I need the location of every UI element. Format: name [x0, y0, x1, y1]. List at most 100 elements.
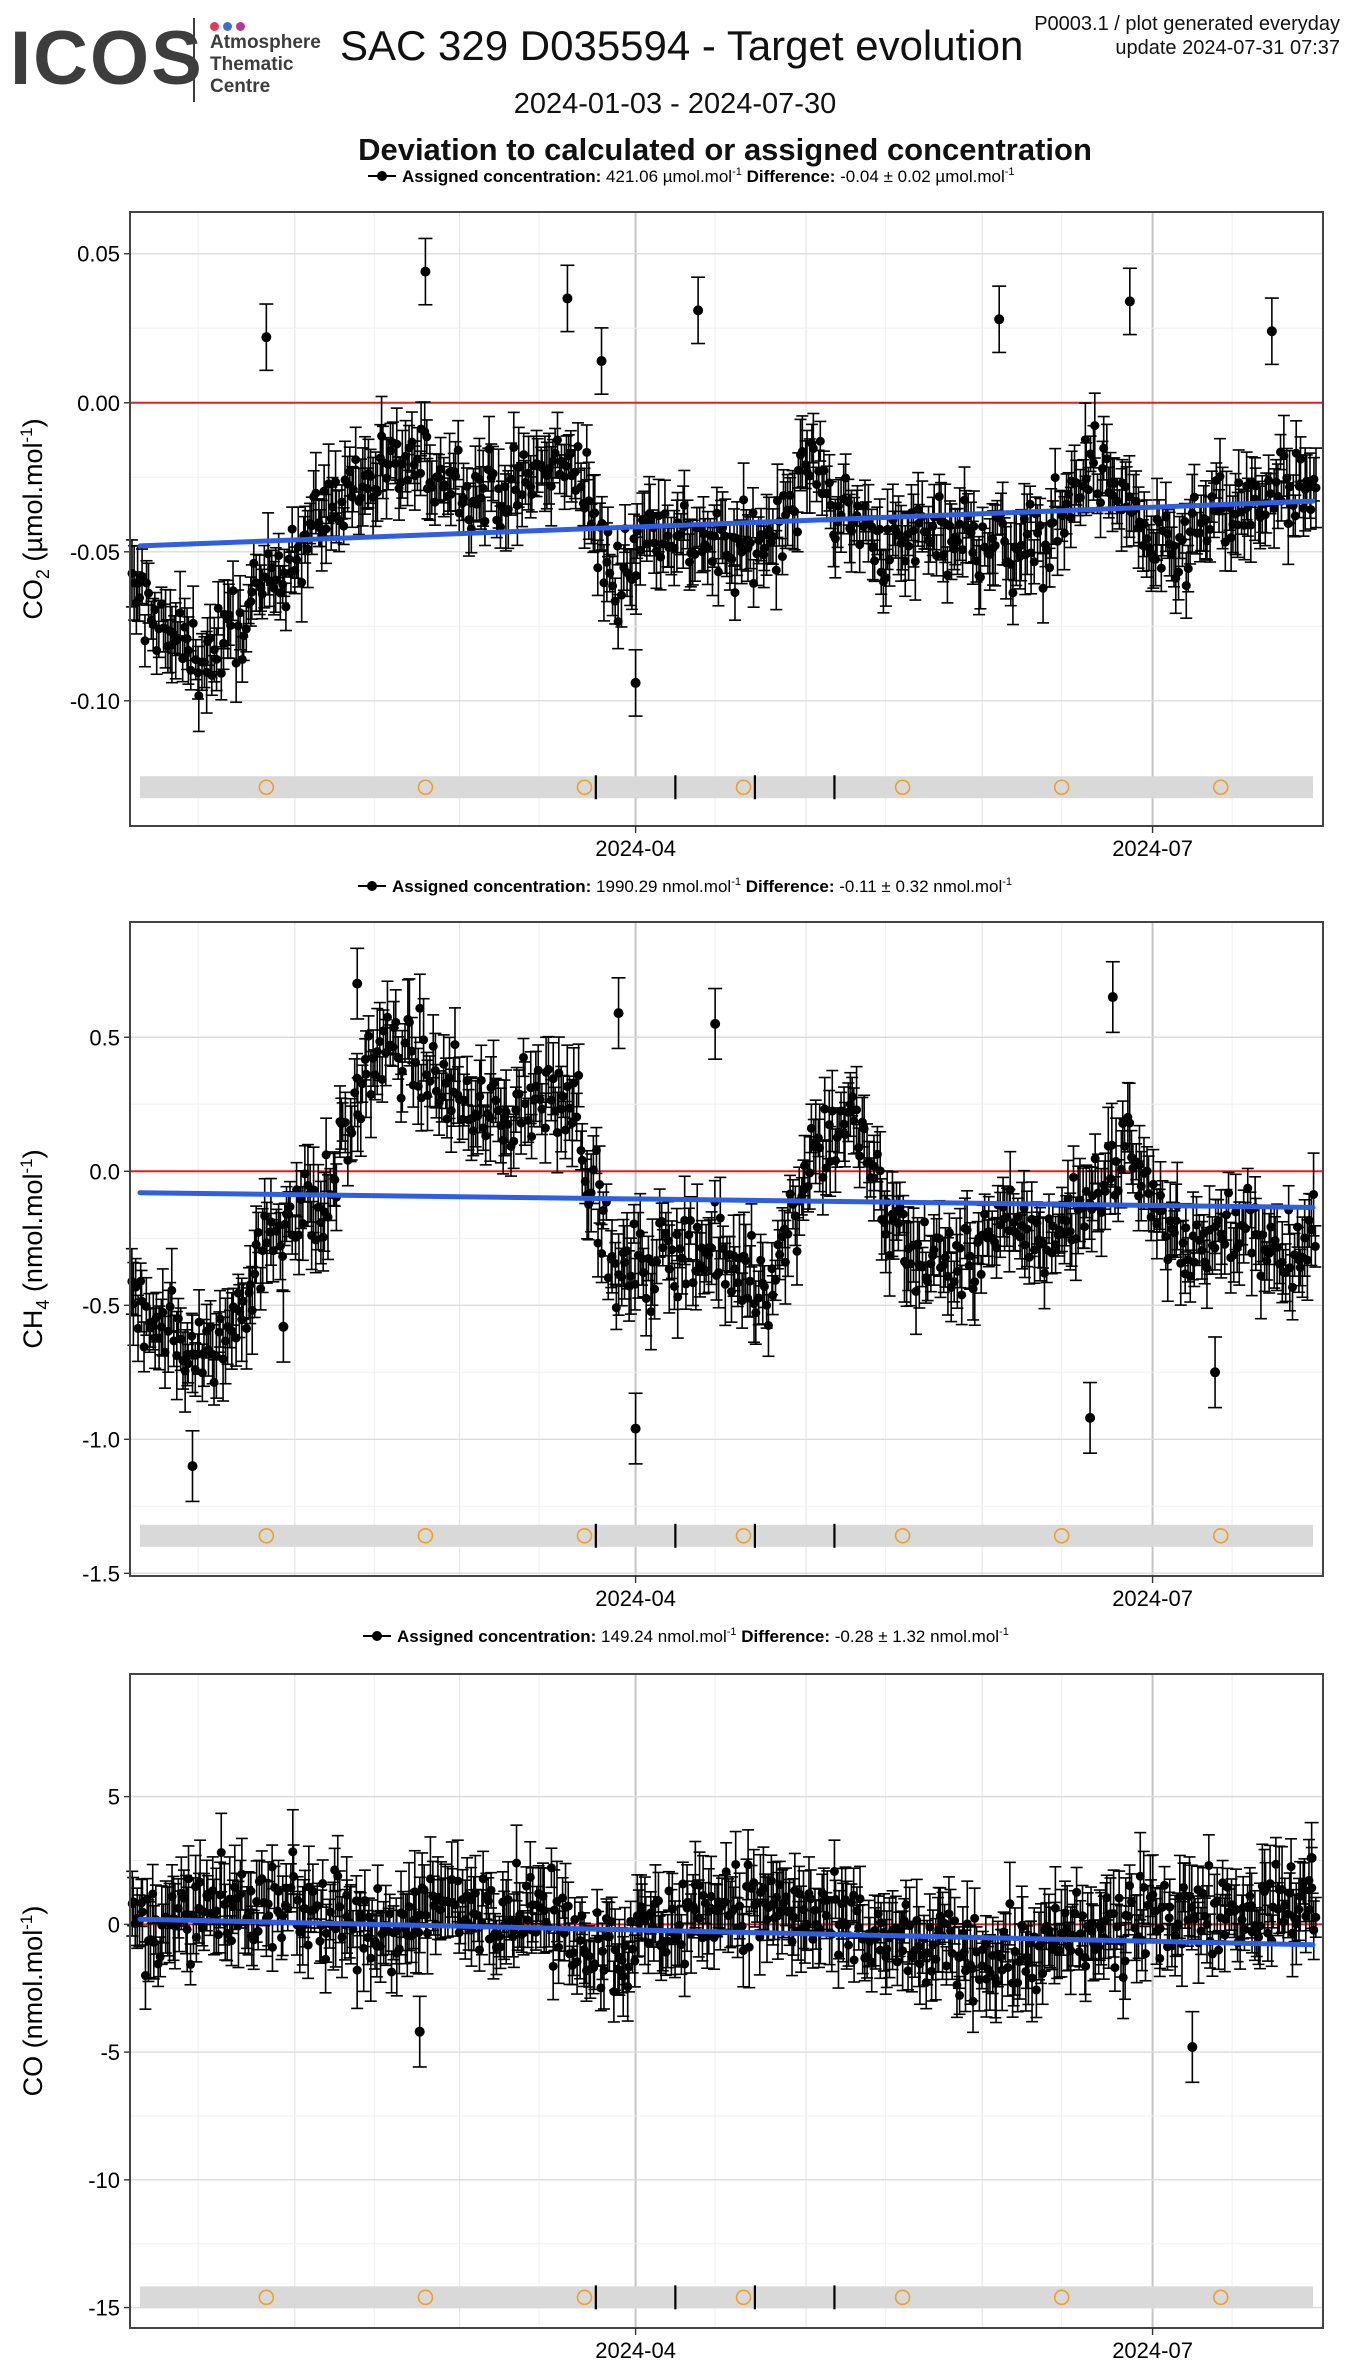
- data-point: [1309, 474, 1319, 484]
- data-point: [1016, 540, 1026, 550]
- data-point: [556, 1104, 566, 1114]
- data-point: [233, 621, 243, 631]
- data-point: [500, 482, 510, 492]
- data-point: [527, 1132, 537, 1142]
- data-point: [1125, 1118, 1135, 1128]
- data-point: [397, 459, 407, 469]
- data-point: [182, 634, 192, 644]
- data-point: [713, 567, 723, 577]
- data-point: [183, 1359, 193, 1369]
- data-point: [356, 1114, 366, 1124]
- y-label-exponent: -1: [17, 427, 36, 442]
- y-label-unit: (µmol.mol: [18, 443, 48, 570]
- calibration-circle: [258, 779, 275, 796]
- data-point: [360, 1054, 370, 1064]
- calibration-circle: [1212, 2289, 1229, 2306]
- data-point: [1116, 1164, 1126, 1174]
- logo-dot-2: [223, 22, 232, 31]
- data-point: [1079, 1222, 1089, 1232]
- data-point: [1189, 492, 1199, 502]
- calibration-circle: [576, 2289, 593, 2306]
- data-point: [1081, 1186, 1091, 1196]
- calibration-circle: [417, 779, 434, 796]
- y-label-exponent: -1: [17, 1158, 36, 1173]
- data-point: [382, 1012, 392, 1022]
- data-point: [1256, 1271, 1266, 1281]
- legend-text: Assigned concentration: 1990.29 nmol.mol…: [392, 876, 1012, 896]
- data-point: [923, 1276, 933, 1286]
- data-point: [908, 526, 918, 536]
- calibration-band: [140, 1524, 1313, 1547]
- data-point: [1181, 581, 1191, 591]
- trend-line: [137, 1190, 1316, 1210]
- data-point: [1096, 498, 1106, 508]
- data-point: [1229, 1250, 1239, 1260]
- data-point: [964, 1261, 974, 1271]
- data-point: [797, 447, 807, 457]
- data-point: [450, 1040, 460, 1050]
- data-point: [152, 646, 162, 656]
- data-point: [533, 1065, 543, 1075]
- data-point: [519, 450, 529, 460]
- data-point: [184, 1874, 194, 1884]
- calibration-circle: [576, 779, 593, 796]
- legend-part-1: 149.24 nmol.mol: [596, 1627, 726, 1646]
- data-point: [649, 538, 659, 548]
- data-point: [657, 1216, 667, 1226]
- data-point: [439, 480, 449, 490]
- data-point: [1247, 1248, 1257, 1258]
- data-point: [739, 495, 749, 505]
- y-tick-label: 0.5: [89, 1025, 120, 1050]
- calibration-circle: [1053, 2289, 1070, 2306]
- data-point: [446, 489, 456, 499]
- data-point: [847, 1092, 857, 1102]
- data-point: [943, 1271, 953, 1281]
- outlier-point: [596, 356, 607, 367]
- data-point: [854, 1143, 864, 1153]
- data-point: [756, 1255, 766, 1265]
- data-point: [377, 1074, 387, 1084]
- data-point: [1266, 1222, 1276, 1232]
- legend-part-5: -1: [999, 1626, 1009, 1638]
- data-point: [745, 538, 755, 548]
- data-point: [1020, 1240, 1030, 1250]
- data-point: [1161, 1232, 1171, 1242]
- data-point: [211, 1906, 221, 1916]
- logo-line-1: Atmosphere: [210, 32, 321, 53]
- logo-subtext: Atmosphere Thematic Centre: [210, 32, 321, 98]
- data-point: [777, 552, 787, 562]
- calibration-circle: [894, 779, 911, 796]
- data-point: [324, 479, 334, 489]
- data-point: [914, 518, 924, 528]
- x-tick-label: 2024-04: [595, 836, 676, 861]
- data-point: [944, 1228, 954, 1238]
- y-tick-label: -1.5: [82, 1561, 120, 1586]
- data-point: [1134, 1160, 1144, 1170]
- legend-point: [367, 881, 377, 891]
- outlier-point: [613, 1008, 624, 1019]
- data-point: [462, 1076, 472, 1086]
- data-points: [125, 947, 1322, 1503]
- data-point: [453, 445, 463, 455]
- legend-text: Assigned concentration: 149.24 nmol.mol-…: [397, 1626, 1009, 1646]
- legend-part-4: -0.04 ± 0.02 µmol.mol: [835, 167, 1004, 186]
- outlier-point: [1085, 1412, 1096, 1423]
- data-point: [211, 1351, 221, 1361]
- data-point: [1295, 1263, 1305, 1273]
- y-tick-label: -0.10: [70, 689, 120, 714]
- data-point: [975, 572, 985, 582]
- data-point: [762, 1300, 772, 1310]
- data-point: [667, 1245, 677, 1255]
- data-point: [630, 1279, 640, 1289]
- data-point: [584, 496, 594, 506]
- legend-point: [372, 1631, 382, 1641]
- generation-note: P0003.1 / plot generated everyday: [1034, 13, 1340, 35]
- y-label-subscript: 2: [33, 569, 53, 579]
- data-point: [1090, 421, 1100, 431]
- data-point: [175, 608, 185, 618]
- data-point: [1258, 1230, 1268, 1240]
- outlier-point: [994, 314, 1005, 325]
- y-tick-label: 0: [108, 1912, 120, 1937]
- data-point: [366, 1090, 376, 1100]
- data-point: [942, 570, 952, 580]
